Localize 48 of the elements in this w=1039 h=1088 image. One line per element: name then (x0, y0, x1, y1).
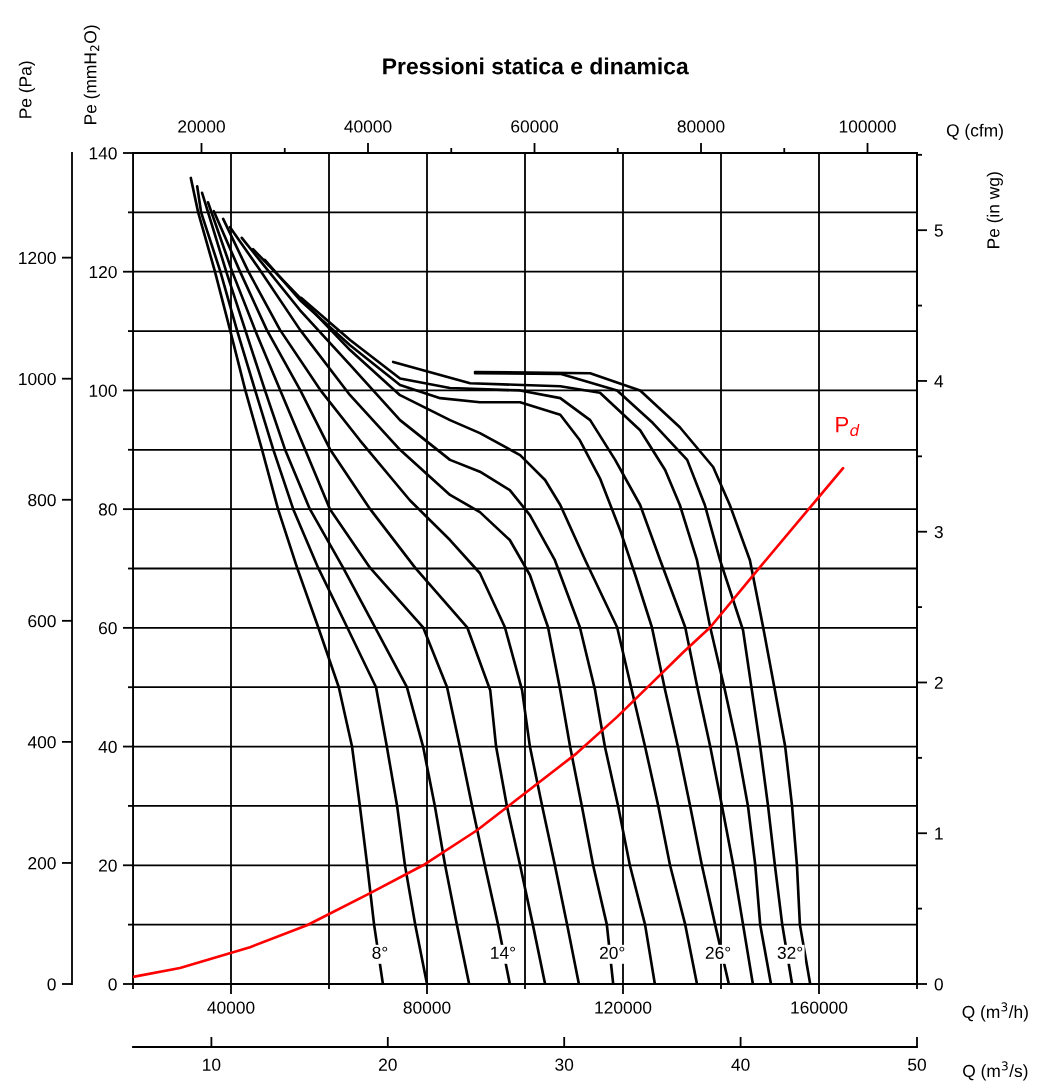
y-tick-label: 120 (89, 265, 117, 279)
y-tick-label: 20 (99, 859, 117, 872)
annotation: 14° (491, 946, 516, 959)
x2-tick-label: 40000 (344, 120, 392, 133)
chart-title: Pressioni statica e dinamica (383, 57, 689, 75)
x-tick-label: 120000 (595, 1001, 652, 1014)
y-tick-label: 100 (89, 384, 117, 397)
x2-tick-label: 80000 (677, 120, 725, 133)
x-tick-label: 10 (203, 1058, 221, 1071)
x2-tick-label: 20000 (178, 120, 225, 133)
y-tick-label: 0 (108, 978, 117, 991)
y3-tick-label: 200 (28, 857, 56, 870)
y2-tick-label: 4 (934, 375, 944, 388)
annotation: 8° (372, 946, 388, 959)
series-label: P$_{d}$ (836, 416, 860, 437)
x-tick-label: 20 (379, 1058, 397, 1071)
y3-axis-title: Pe (Pa) (18, 61, 35, 118)
y-tick-label: 140 (89, 147, 117, 160)
y-tick-label: 40 (98, 740, 117, 754)
y3-tick-label: 0 (47, 978, 56, 991)
x-tick-label: 40000 (207, 1001, 255, 1014)
y2-tick-label: 0 (934, 978, 943, 991)
annotation: 26° (705, 946, 731, 959)
y3-tick-label: 800 (28, 493, 56, 507)
y3-tick-label: 600 (28, 614, 56, 628)
x-tick-label: 160000 (791, 1001, 848, 1014)
x-tick-label: 80000 (403, 1001, 451, 1014)
x2-tick-label: 60000 (511, 120, 558, 133)
y3-tick-label: 1000 (19, 372, 56, 386)
y2-axis-title: Pe (in wg) (986, 172, 1003, 248)
y2-tick-label: 5 (934, 224, 943, 237)
y-axis-title: Pe (mmH$_{2}$O) (83, 25, 100, 124)
y3-tick-label: 400 (27, 736, 56, 749)
x-axis-title: Q (m$^{3}$/h) (962, 1002, 1028, 1022)
x-tick-label: 50 (908, 1058, 926, 1071)
x2-axis-title: Q (cfm) (946, 123, 1003, 140)
annotation: 32° (777, 946, 803, 959)
y-tick-label: 80 (98, 503, 117, 516)
y2-tick-label: 3 (934, 525, 943, 539)
y2-tick-label: 1 (935, 827, 943, 840)
y-tick-label: 60 (99, 622, 117, 635)
y3-tick-label: 1200 (19, 251, 56, 265)
x2-tick-label: 100000 (839, 120, 896, 133)
x-tick-label: 40 (731, 1058, 750, 1071)
x-axis-title: Q (m$^{3}$/s) (963, 1061, 1028, 1081)
y2-tick-label: 2 (934, 676, 943, 689)
annotation: 20° (599, 946, 625, 959)
x-tick-label: 30 (555, 1058, 574, 1071)
